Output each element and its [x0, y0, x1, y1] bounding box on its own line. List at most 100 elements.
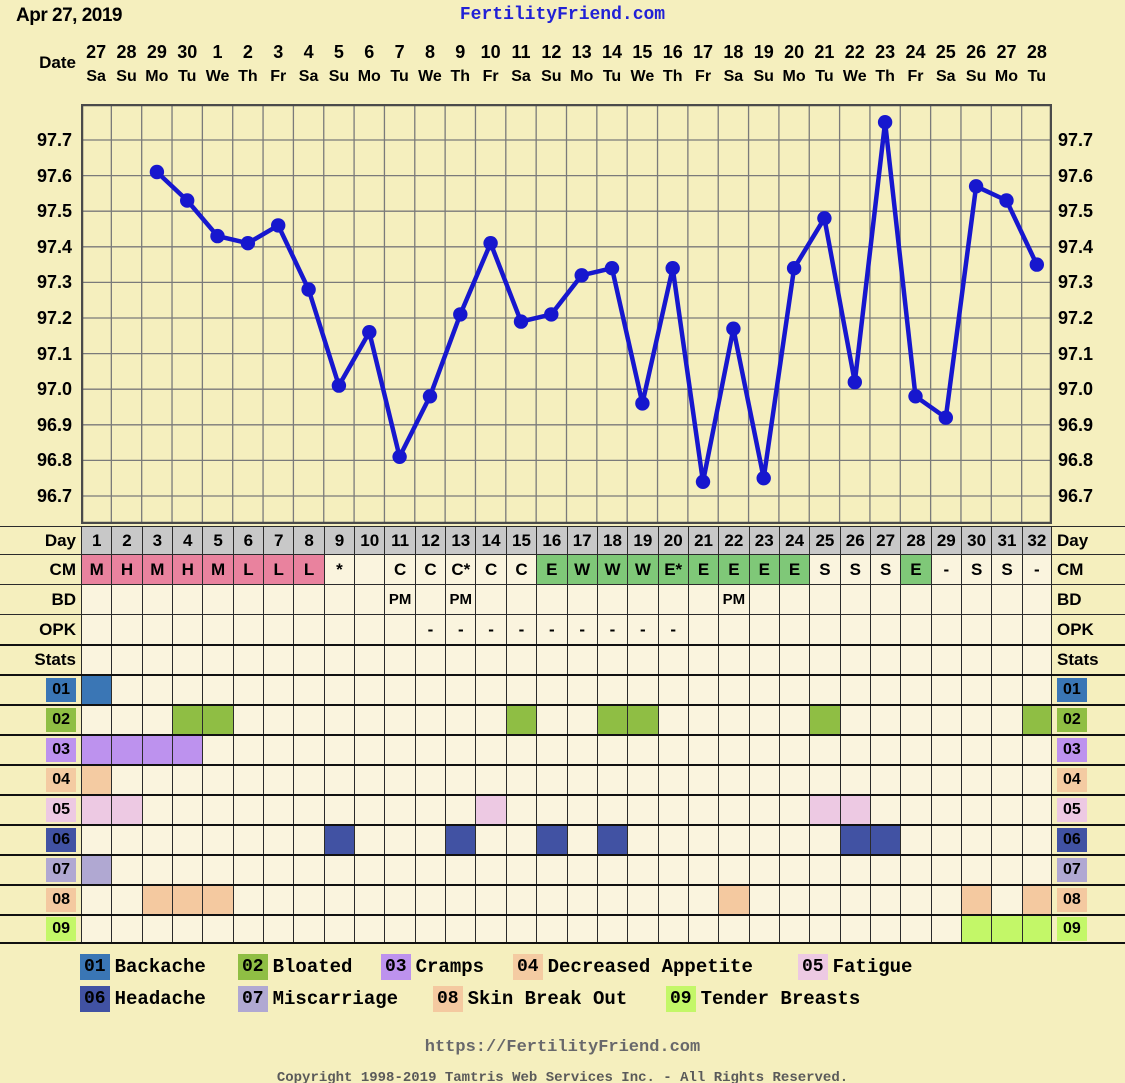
- stat-cell-03: [657, 736, 688, 764]
- opk-cell: [141, 615, 173, 644]
- footer-url-link[interactable]: https://FertilityFriend.com: [424, 1038, 701, 1057]
- stat-cell-06: [718, 826, 749, 854]
- stat-cell-06: [930, 826, 961, 854]
- day-cell: 26: [839, 527, 870, 554]
- bd-cell: [323, 585, 355, 614]
- date-number: 26: [966, 42, 987, 62]
- stat-cell-08: [475, 886, 506, 914]
- opk-cell: [81, 615, 112, 644]
- stat-cell-05: [354, 796, 385, 824]
- weekday: Fr: [482, 68, 499, 85]
- cm-cell: M: [81, 555, 112, 584]
- symptom-legend-row-2: 06 Headache 07 Miscarriage 08 Skin Break Out 0…: [0, 986, 1125, 1050]
- cm-cell: W: [566, 555, 597, 584]
- stat-cell-02: [323, 706, 355, 734]
- opk-cell: [384, 615, 415, 644]
- opk-cell: [991, 615, 1022, 644]
- stat-row-08-label-right: 08: [1052, 886, 1125, 914]
- temp-tick-right: 97.4: [1058, 236, 1094, 257]
- stat-cell-02: [687, 706, 719, 734]
- stat-cell-09: [505, 916, 537, 942]
- stat-cell-05: [657, 796, 688, 824]
- stats-header-cell: [596, 646, 628, 674]
- stat-cell-08: [323, 886, 355, 914]
- opk-cell: [809, 615, 840, 644]
- stat-cell-09: [354, 916, 385, 942]
- opk-cell: [869, 615, 901, 644]
- opk-cell: [748, 615, 779, 644]
- bd-cell: [141, 585, 173, 614]
- opk-row-label-right: OPK: [1057, 619, 1094, 639]
- weekday: Su: [753, 68, 774, 85]
- stat-cell-08: [627, 886, 658, 914]
- stat-cell-09: [172, 916, 203, 942]
- stat-cell-06: [900, 826, 931, 854]
- cm-cell: M: [202, 555, 233, 584]
- stats-header-cell: [172, 646, 203, 674]
- stat-row-08-label-left: 08: [0, 886, 81, 914]
- stat-cell-05: [627, 796, 658, 824]
- stat-cell-05: [839, 796, 870, 824]
- stat-cell-05: [960, 796, 992, 824]
- site-title-link[interactable]: FertilityFriend.com: [459, 5, 666, 25]
- legend-label-02: Bloated: [272, 956, 353, 978]
- temp-tick-left: 97.4: [36, 236, 72, 257]
- weekday: Sa: [511, 68, 531, 85]
- bd-cell: [202, 585, 233, 614]
- stat-cell-07: [869, 856, 901, 884]
- stat-cell-02: [930, 706, 961, 734]
- stat-cell-04: [141, 766, 173, 794]
- stat-cell-04: [718, 766, 749, 794]
- stat-cell-06: [323, 826, 355, 854]
- stat-cell-05: [111, 796, 142, 824]
- stats-header-cell: [141, 646, 173, 674]
- temp-point: [574, 268, 589, 283]
- stat-cell-08: [778, 886, 810, 914]
- date-number: 4: [303, 42, 314, 62]
- stat-cell-08: [384, 886, 415, 914]
- stat-row-01-label-right: 01: [1052, 676, 1125, 704]
- stat-row-03-label-right: 03: [1052, 736, 1125, 764]
- stat-cell-01: [991, 676, 1022, 704]
- stat-cell-02: [748, 706, 779, 734]
- symptom-legend-row-1: 01 Backache 02 Bloated 03 Cramps 04 Decreased A…: [0, 954, 1125, 1018]
- stat-cell-02: [991, 706, 1022, 734]
- stat-cell-08: [263, 886, 294, 914]
- stat-row-04-label-left: 04: [0, 766, 81, 794]
- cm-cell: -: [930, 555, 961, 584]
- date-number: 16: [662, 42, 683, 62]
- stat-cell-08: [1021, 886, 1052, 914]
- stat-cell-02: [1021, 706, 1052, 734]
- day-row-label-right: Day: [1057, 530, 1089, 550]
- stats-header-cell: [748, 646, 779, 674]
- legend-chip-01: 01: [80, 954, 110, 980]
- stats-header-cell: [111, 646, 142, 674]
- stat-row-03-label-left: 03: [0, 736, 81, 764]
- date-number: 30: [177, 42, 198, 62]
- stat-cell-05: [414, 796, 446, 824]
- stat-cell-02: [718, 706, 749, 734]
- date-number: 20: [784, 42, 805, 62]
- stat-cell-01: [414, 676, 446, 704]
- stat-cell-01: [536, 676, 567, 704]
- opk-row: OPK - - - - - - - - - OPK: [0, 614, 1125, 644]
- temp-point: [968, 179, 984, 194]
- legend-item-04: 04 Decreased Appetite: [513, 954, 753, 980]
- legend-chip-04: 04: [513, 954, 543, 980]
- stat-cell-09: [566, 916, 597, 942]
- stat-cell-05: [536, 796, 567, 824]
- temp-point: [392, 449, 407, 464]
- stat-cell-03: [960, 736, 992, 764]
- stat-cell-09: [687, 916, 719, 942]
- cm-cell: S: [869, 555, 901, 584]
- date-number: 10: [480, 42, 501, 62]
- stat-cell-02: [869, 706, 901, 734]
- stat-row-05: 05 05: [0, 794, 1125, 824]
- stat-cell-05: [141, 796, 173, 824]
- stats-header-cell: [445, 646, 476, 674]
- stat-cell-06: [778, 826, 810, 854]
- bd-cell: [414, 585, 446, 614]
- temp-point: [513, 314, 529, 329]
- weekday: Su: [328, 68, 350, 85]
- cm-cell: H: [111, 555, 142, 584]
